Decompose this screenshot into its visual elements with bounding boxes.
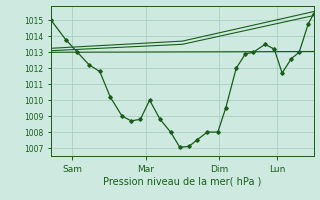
X-axis label: Pression niveau de la mer( hPa ): Pression niveau de la mer( hPa ): [103, 177, 261, 187]
